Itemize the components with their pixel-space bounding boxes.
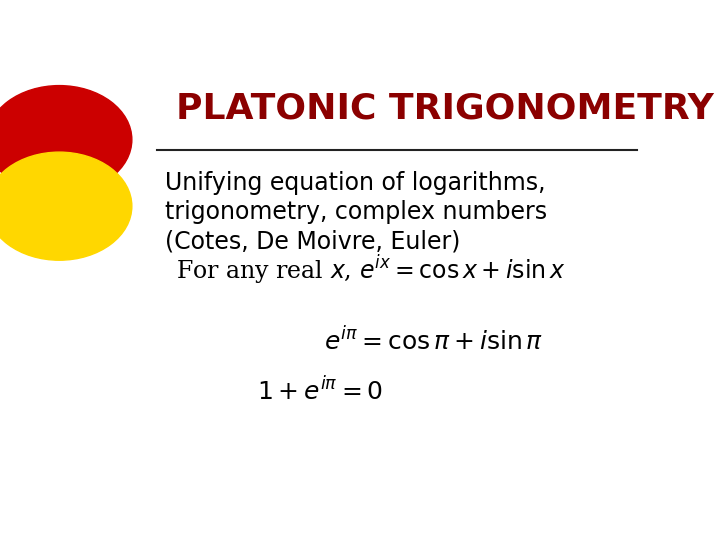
Circle shape [0, 152, 132, 260]
Circle shape [0, 85, 132, 194]
Text: $1 + e^{i\pi} = 0$: $1 + e^{i\pi} = 0$ [258, 377, 384, 406]
Text: PLATONIC TRIGONOMETRY: PLATONIC TRIGONOMETRY [176, 91, 714, 125]
Text: $e^{i\pi} = \cos \pi + i\sin \pi$: $e^{i\pi} = \cos \pi + i\sin \pi$ [324, 327, 544, 355]
Text: trigonometry, complex numbers: trigonometry, complex numbers [166, 200, 547, 225]
Text: (Cotes, De Moivre, Euler): (Cotes, De Moivre, Euler) [166, 230, 461, 253]
Text: For any real $x$, $e^{ix} = \cos x + i\sin x$: For any real $x$, $e^{ix} = \cos x + i\s… [176, 254, 566, 287]
Text: Unifying equation of logarithms,: Unifying equation of logarithms, [166, 171, 546, 195]
